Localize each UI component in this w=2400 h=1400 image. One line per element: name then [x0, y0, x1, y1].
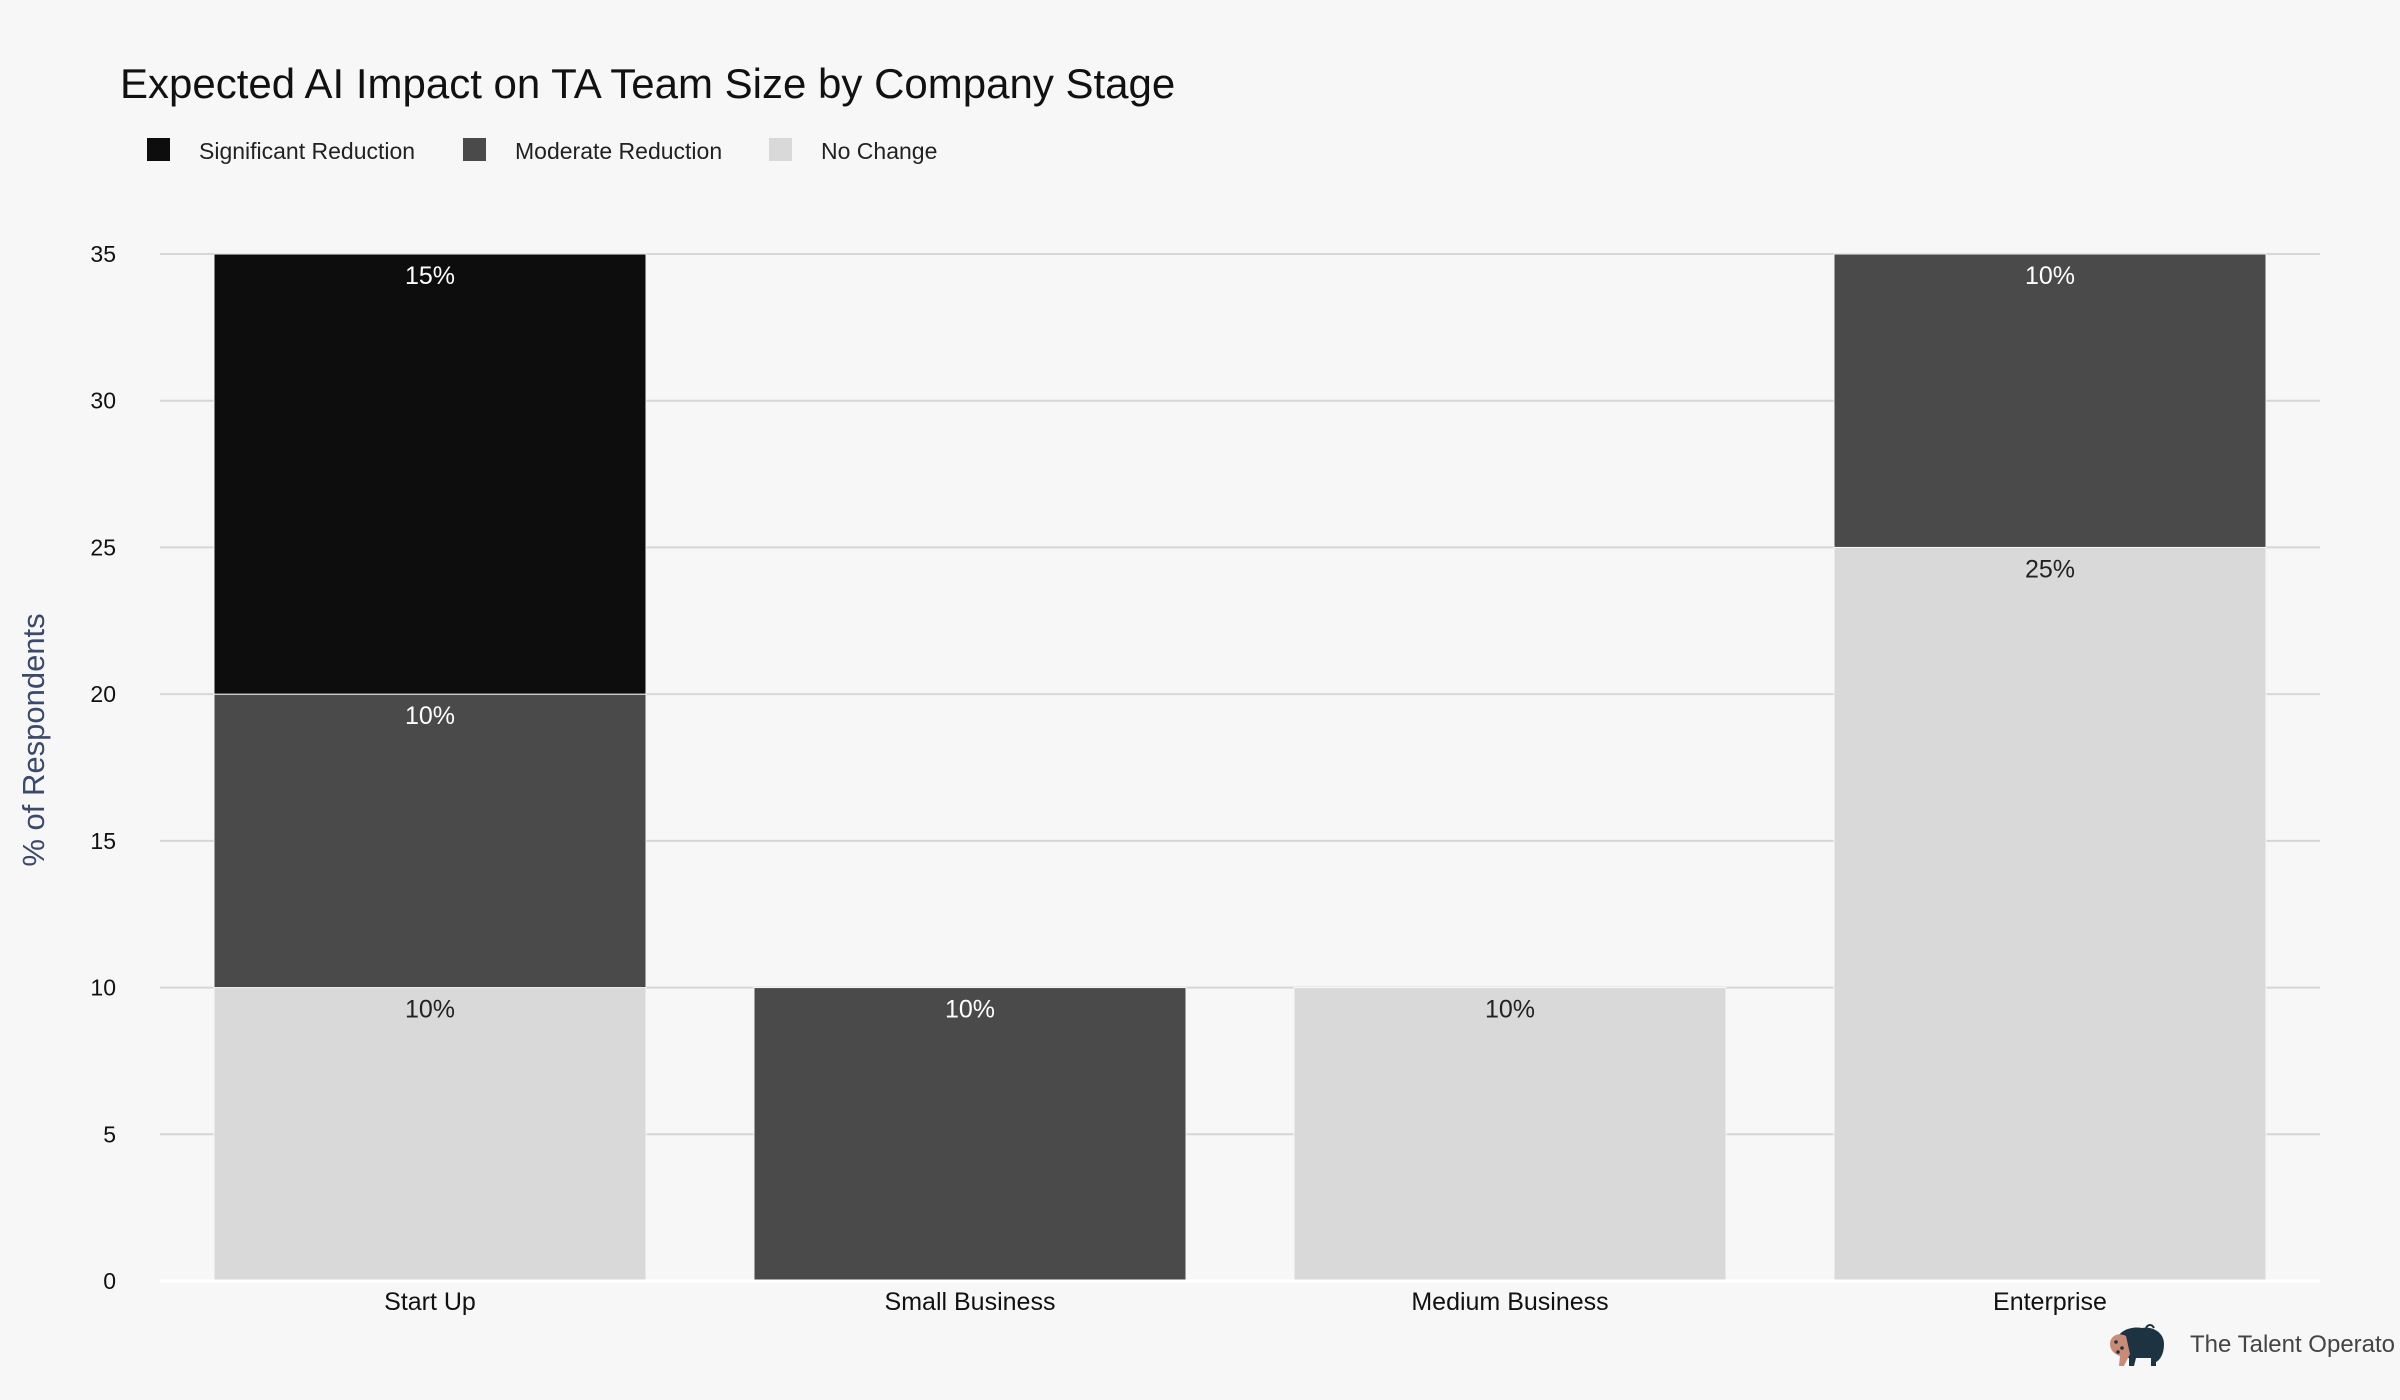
bar-value-label: 10%: [405, 702, 455, 730]
legend-label[interactable]: Moderate Reduction: [515, 138, 722, 164]
legend: Significant Reduction Moderate Reduction N…: [147, 138, 937, 164]
y-tick-label: 0: [103, 1268, 116, 1294]
bar-value-label: 10%: [405, 996, 455, 1024]
bar-value-label: 15%: [405, 262, 455, 290]
x-tick-label: Start Up: [384, 1288, 476, 1316]
legend-label[interactable]: No Change: [821, 138, 937, 164]
y-axis-title: % of Respondents: [16, 613, 51, 866]
branding: The Talent Operato: [2106, 1320, 2395, 1370]
bar-segment: [753, 987, 1187, 1282]
y-tick-label: 5: [103, 1121, 116, 1147]
bar-segment: [1833, 546, 2267, 1282]
y-axis-ticks: 0 5 10 15 20 25 30 35: [90, 241, 116, 1294]
y-tick-label: 25: [90, 534, 116, 560]
bar-segment: [1833, 253, 2267, 548]
x-axis-ticks: Start Up Small Business Medium Business Ent…: [384, 1288, 2107, 1316]
branding-text: The Talent Operato: [2190, 1331, 2396, 1358]
legend-swatch: [769, 138, 792, 161]
bar-segment: [1293, 987, 1727, 1282]
bar-labels: 10% 10% 15% 10% 10% 25% 10%: [405, 262, 2075, 1024]
y-tick-label: 10: [90, 975, 116, 1001]
x-tick-label: Medium Business: [1411, 1288, 1608, 1316]
chart-title: Expected AI Impact on TA Team Size by Co…: [120, 60, 1175, 107]
bar-segment: [213, 987, 647, 1282]
bar-value-label: 25%: [2025, 555, 2075, 583]
legend-swatch: [463, 138, 486, 161]
bar-value-label: 10%: [1485, 996, 1535, 1024]
bar-value-label: 10%: [945, 996, 995, 1024]
bars: [213, 253, 2267, 1282]
bison-logo-icon: [2106, 1322, 2168, 1368]
x-tick-label: Small Business: [885, 1288, 1056, 1316]
y-tick-label: 35: [90, 241, 116, 267]
bar-segment: [213, 693, 647, 989]
y-tick-label: 15: [90, 828, 116, 854]
y-tick-label: 20: [90, 681, 116, 707]
y-tick-label: 30: [90, 388, 116, 414]
bar-value-label: 10%: [2025, 262, 2075, 290]
legend-swatch: [147, 138, 170, 161]
bar-segment: [213, 253, 647, 695]
legend-label[interactable]: Significant Reduction: [199, 138, 415, 164]
x-tick-label: Enterprise: [1993, 1288, 2107, 1316]
